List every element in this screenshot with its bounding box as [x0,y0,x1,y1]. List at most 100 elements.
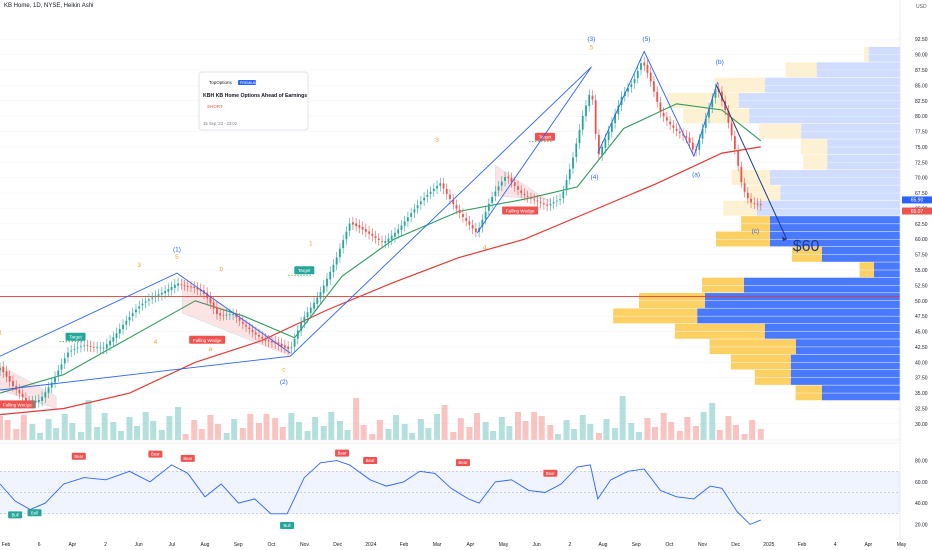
wave-label: (1) [173,247,181,254]
volume-bar [110,422,117,440]
volume-bar [547,425,554,440]
candle-body [125,320,128,325]
wave-label: (b) [716,59,724,66]
candle-body [80,346,82,348]
candle-body [96,347,99,349]
channel-line [476,66,592,234]
candle-body [160,292,163,295]
volume-bar [635,432,642,440]
candle-body [141,303,144,306]
volume-bar [473,413,480,440]
price-label-value: 65.07 [911,209,924,215]
currency-label: USD [916,4,927,10]
x-tick-label: Sep [632,542,641,548]
target-tag [294,266,315,275]
volume-bar [693,426,700,440]
x-tick-label: Sep [234,542,243,548]
candle-body [698,139,701,150]
wave-label: c [282,367,286,374]
volume-bar [207,415,214,440]
volume-bar [393,415,400,440]
candle-body [452,199,455,204]
rsi-tick-label: 60.00 [915,480,928,486]
wave-label: b [219,266,223,273]
candle-body [99,347,102,349]
candle-body [329,271,332,280]
candle-body [413,209,416,213]
candle-body [423,197,426,201]
candle-body [154,295,157,298]
volume-bar [198,429,205,440]
candle-body [364,229,367,232]
candle-body [374,236,377,239]
candle-body [309,307,312,314]
volume-bar [668,422,675,440]
candle-body [332,264,335,273]
candle-body [614,114,617,124]
y-tick-label: 45.00 [915,330,928,336]
x-tick-label: 6 [38,542,41,548]
candle-body [21,393,24,398]
news-card-headline[interactable]: KBH KB Home Options Ahead of Earnings [203,93,307,99]
x-tick-label: Oct [665,542,673,548]
candle-body [283,345,286,348]
candle-body [313,302,315,309]
candle-body [361,226,364,230]
y-tick-label: 70.00 [915,176,928,182]
candle-body [555,200,558,202]
volume-bar [304,431,311,440]
news-card[interactable]: TopOptions PREMIUM KBH KB Home Options A… [198,71,309,131]
rsi-tick-label: 80.00 [915,459,928,465]
volume-bar [644,418,651,440]
volume-bar [61,414,68,440]
price-label-bg [902,196,932,204]
volume-bar [709,403,716,440]
x-tick-label: Feb [2,542,11,548]
candle-body [167,289,170,292]
candle-body [8,375,11,382]
candle-body [12,381,14,387]
candle-body [60,364,63,370]
volume-bar [45,419,52,440]
candle-body [704,118,707,128]
volume-bar [263,414,270,440]
candle-body [630,84,633,88]
volume-bar [749,420,756,440]
wave-label: (3) [587,36,595,43]
falling-wedge-tag [0,400,36,409]
bull-marker-label: Bull [12,512,19,517]
news-card-brand: TopOptions [209,80,233,85]
news-card-badge: PREMIUM [240,81,257,85]
candle-body [494,191,497,196]
projection-target-label: $60 [793,238,820,255]
candle-body [445,189,448,194]
bull-marker [27,509,42,517]
candle-body [216,307,218,315]
candle-body [228,314,231,316]
volume-bar [531,412,538,440]
candle-body [617,105,620,115]
candle-body [41,396,43,401]
candle-body [426,194,429,197]
y-tick-label: 77.50 [915,130,928,136]
candle-body [258,334,260,337]
candle-body [542,203,545,205]
price-grid [0,38,900,425]
candle-body [261,336,264,339]
candle-body [759,204,762,206]
candle-body [86,345,89,347]
falling-wedge-shape [494,164,551,203]
candle-body [345,231,348,240]
candle-body [303,316,306,323]
candle-body [105,344,108,349]
y-tick-label: 87.50 [915,68,928,74]
candle-body [47,387,50,393]
candle-body [339,248,341,258]
candle-body [546,204,549,206]
candle-body [568,169,571,180]
candle-body [76,347,79,349]
candle-body [559,199,561,201]
y-tick-label: 47.50 [915,314,928,320]
wave-label: 5 [175,254,179,261]
